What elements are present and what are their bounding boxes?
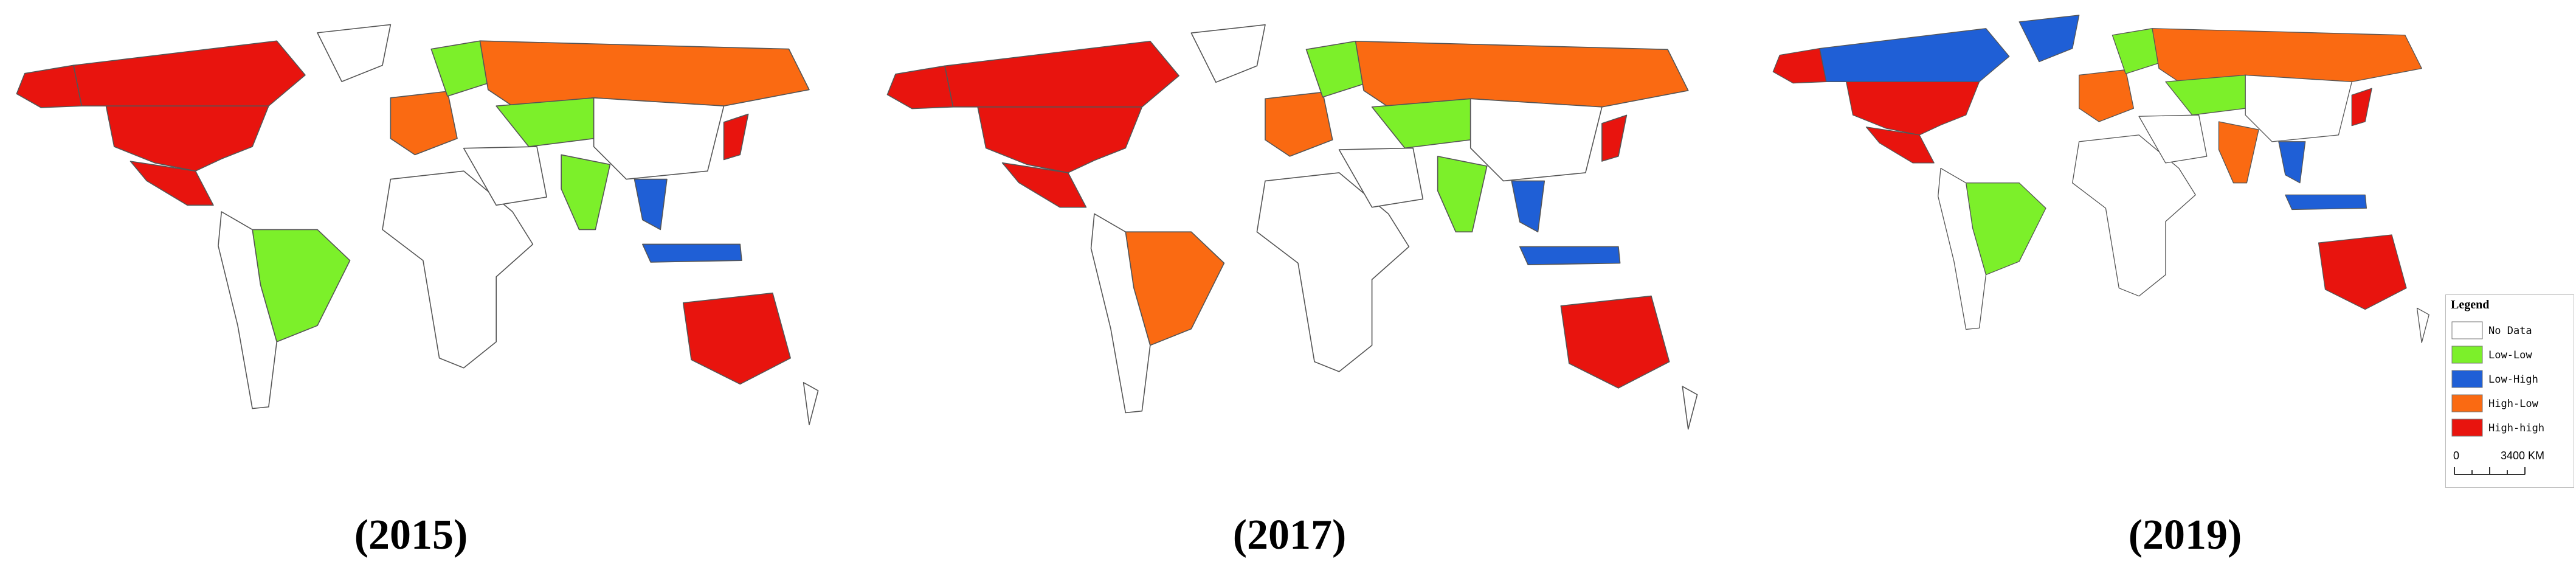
country-southam xyxy=(1938,167,1987,330)
legend-label: High-high xyxy=(2488,422,2544,434)
country-japan xyxy=(2351,88,2372,127)
country-indonesia xyxy=(1519,246,1621,266)
country-usa xyxy=(977,106,1143,173)
caption: (2017) xyxy=(1232,512,1347,558)
country-scand xyxy=(430,40,489,97)
country-mexico xyxy=(1001,162,1087,208)
country-india xyxy=(2218,121,2259,184)
country-seasia xyxy=(634,178,668,231)
legend: Legend 0 3400 KM No Data Low-Low Low-High H… xyxy=(2445,294,2574,488)
country-alaska xyxy=(1772,47,1827,84)
country-japan xyxy=(723,113,749,161)
caption: (2015) xyxy=(354,512,468,558)
country-china xyxy=(2245,74,2352,142)
country-usa xyxy=(1846,81,1980,136)
legend-label: Low-Low xyxy=(2488,349,2532,361)
country-usa xyxy=(105,105,269,172)
country-nz xyxy=(1682,386,1698,430)
country-centralasia xyxy=(1371,98,1471,149)
country-japan xyxy=(1601,114,1628,162)
country-alaska xyxy=(16,64,83,108)
map-2019 xyxy=(1772,15,2429,343)
country-southam xyxy=(1090,213,1151,414)
country-india xyxy=(1437,156,1488,232)
country-china xyxy=(1469,98,1603,182)
country-india xyxy=(561,154,611,231)
country-southam xyxy=(218,211,278,409)
map-2015 xyxy=(16,24,819,426)
country-europe xyxy=(390,91,458,156)
country-mexico xyxy=(129,161,214,206)
legend-label: Low-High xyxy=(2488,374,2538,386)
country-mideast xyxy=(2138,114,2208,164)
country-russia xyxy=(1355,40,1689,108)
country-indonesia xyxy=(2285,194,2367,210)
country-canada xyxy=(944,40,1179,114)
legend-swatch xyxy=(2451,321,2483,339)
country-russia xyxy=(2152,28,2422,83)
country-greenland xyxy=(317,24,392,82)
scale-start: 0 xyxy=(2453,450,2459,462)
country-australia xyxy=(1560,295,1670,389)
country-mideast xyxy=(463,146,547,206)
scale-end: 3400 KM xyxy=(2501,450,2544,462)
country-scand xyxy=(2112,28,2160,74)
legend-swatch xyxy=(2451,394,2483,412)
country-nz xyxy=(803,381,819,426)
legend-label: No Data xyxy=(2488,325,2532,337)
country-seasia xyxy=(2278,141,2306,184)
caption: (2019) xyxy=(2128,512,2242,558)
legend-label: High-Low xyxy=(2488,398,2539,410)
country-mideast xyxy=(1338,147,1424,208)
country-greenland xyxy=(1190,24,1266,83)
country-nz xyxy=(2416,307,2429,343)
legend-swatch xyxy=(2451,419,2483,437)
country-alaska xyxy=(886,65,954,109)
country-china xyxy=(593,97,725,180)
country-canada xyxy=(73,40,306,113)
country-australia xyxy=(2318,234,2407,310)
country-mexico xyxy=(1865,127,1935,164)
legend-title: Legend xyxy=(2451,298,2489,311)
country-greenland xyxy=(2018,15,2080,63)
country-australia xyxy=(682,292,791,385)
legend-swatch xyxy=(2451,370,2483,388)
country-scand xyxy=(1305,40,1364,98)
legend-swatch xyxy=(2451,346,2483,364)
scale-bar xyxy=(2454,467,2526,475)
country-europe xyxy=(1265,91,1333,157)
country-centralasia xyxy=(2165,74,2246,116)
country-seasia xyxy=(1511,180,1545,232)
country-europe xyxy=(2079,69,2135,122)
country-indonesia xyxy=(642,243,742,263)
country-centralasia xyxy=(496,97,595,147)
country-canada xyxy=(1819,28,2010,88)
country-russia xyxy=(479,40,810,107)
map-2017 xyxy=(886,24,1698,430)
